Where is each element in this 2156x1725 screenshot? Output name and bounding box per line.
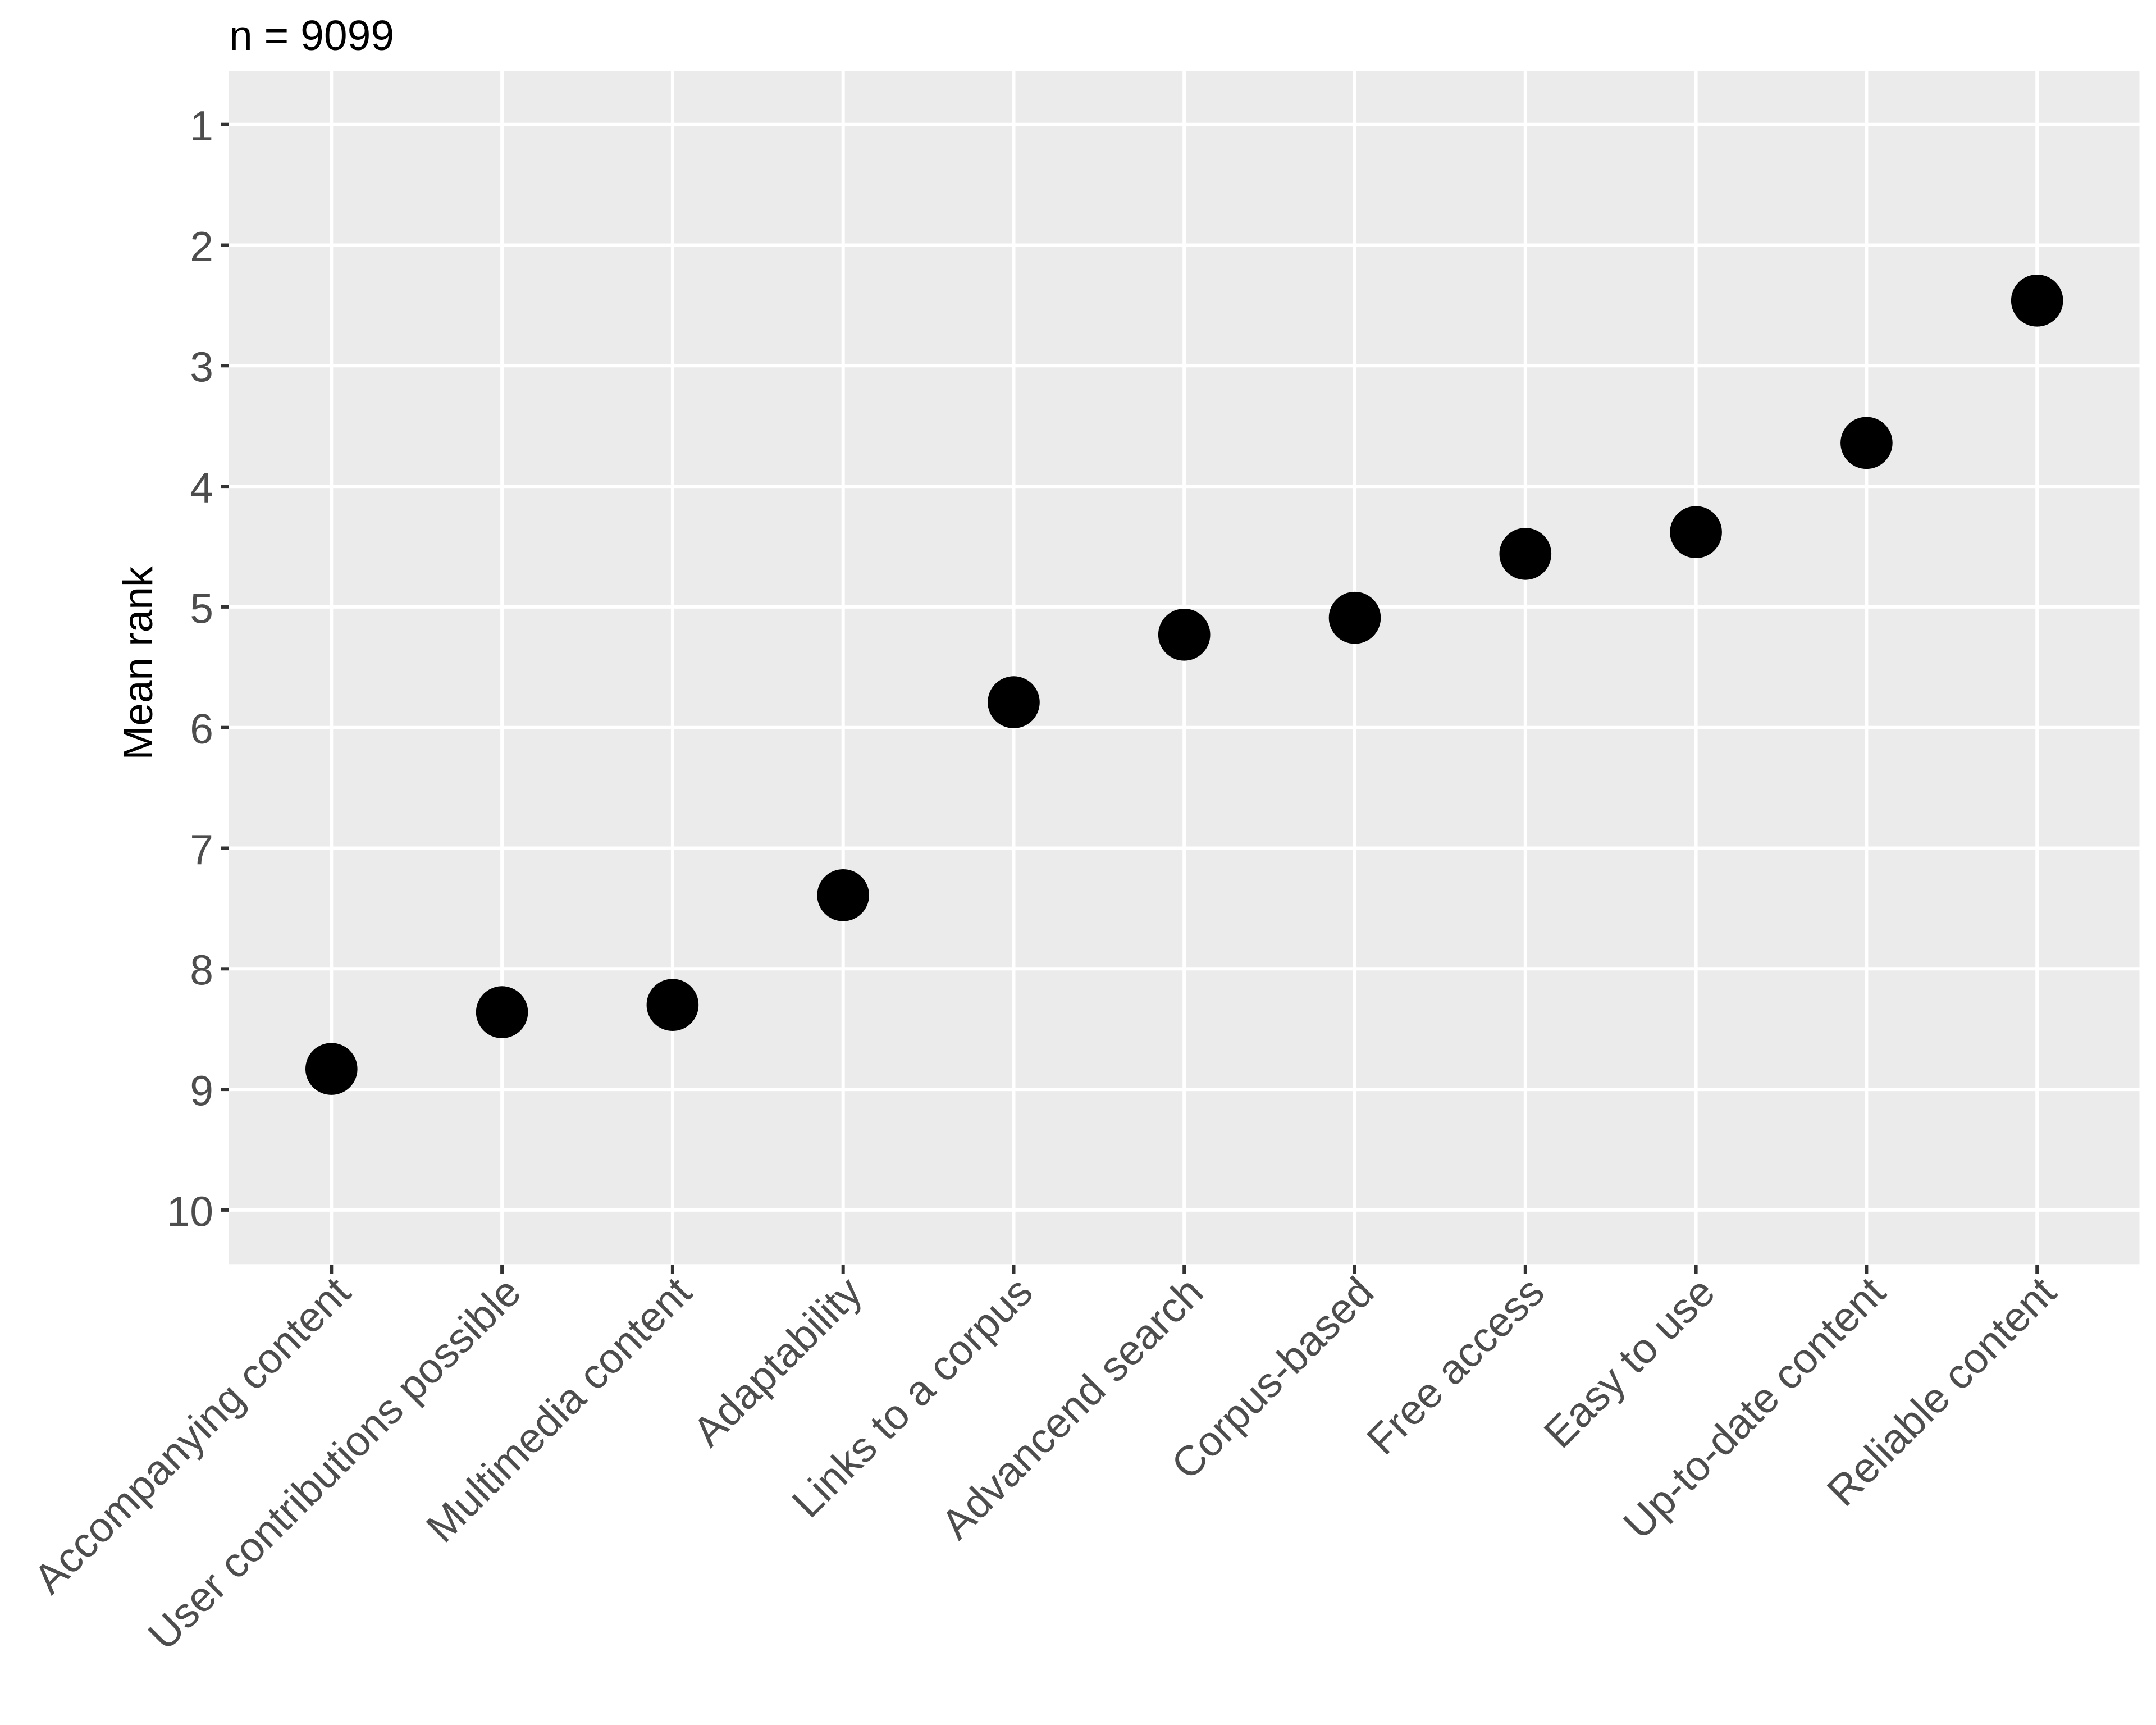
svg-text:7: 7 — [190, 826, 213, 873]
svg-text:Mean rank: Mean rank — [116, 566, 161, 760]
svg-text:1: 1 — [190, 102, 213, 149]
svg-text:4: 4 — [190, 464, 213, 512]
svg-text:10: 10 — [167, 1188, 213, 1235]
svg-text:5: 5 — [190, 585, 213, 632]
svg-text:2: 2 — [190, 223, 213, 270]
svg-text:9: 9 — [190, 1067, 213, 1115]
svg-text:8: 8 — [190, 947, 213, 994]
svg-text:6: 6 — [190, 705, 213, 752]
svg-text:n = 9099: n = 9099 — [229, 12, 394, 59]
svg-text:3: 3 — [190, 344, 213, 391]
